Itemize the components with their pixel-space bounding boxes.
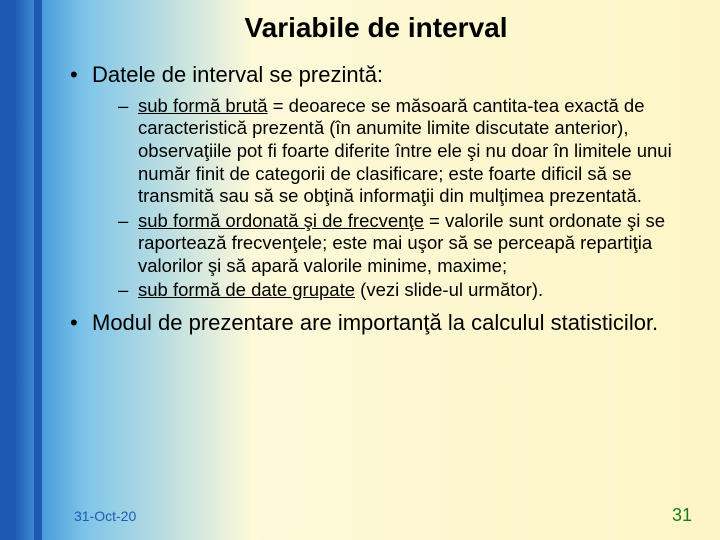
sub-item-2: sub formă ordonată şi de frecvenţe = val… (118, 210, 692, 278)
sub3-underlined: sub formă de date grupate (138, 279, 355, 300)
sub1-underlined: sub formă brută (138, 95, 268, 116)
sub-item-3: sub formă de date grupate (vezi slide-ul… (118, 279, 692, 302)
bullet-1: Datele de interval se prezintă: sub form… (68, 62, 692, 302)
sub3-rest: (vezi slide-ul următor). (355, 279, 543, 300)
bullet-2: Modul de prezentare are importanţă la ca… (68, 310, 692, 337)
sub-item-1: sub formă brută = deoarece se măsoară ca… (118, 95, 692, 208)
bullet-1-text: Datele de interval se prezintă: (92, 62, 383, 87)
footer: 31-Oct-20 31 (74, 505, 692, 526)
main-list: Datele de interval se prezintă: sub form… (60, 62, 692, 337)
sub-list: sub formă brută = deoarece se măsoară ca… (92, 95, 692, 302)
sub2-underlined: sub formă ordonată şi de frecvenţe (138, 210, 424, 231)
slide-title: Variabile de interval (60, 12, 692, 44)
slide-content: Variabile de interval Datele de interval… (0, 0, 720, 540)
footer-date: 31-Oct-20 (74, 508, 136, 524)
footer-page-number: 31 (672, 505, 692, 526)
bullet-2-text: Modul de prezentare are importanţă la ca… (92, 310, 658, 335)
